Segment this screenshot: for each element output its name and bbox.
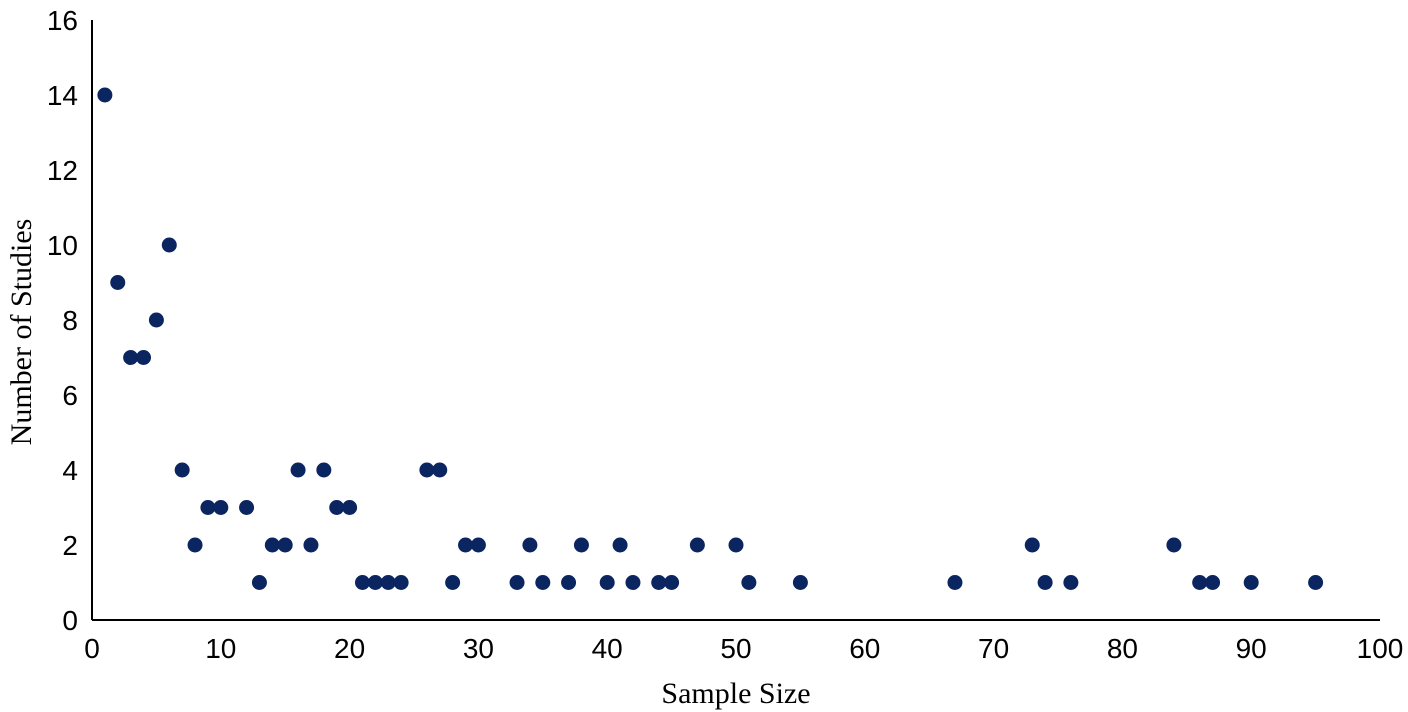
x-axis-ticks: 0 10 20 30 40 50 60 70 80 90 100 xyxy=(84,633,1403,664)
y-tick-label: 6 xyxy=(62,380,78,411)
y-tick-label: 8 xyxy=(62,305,78,336)
y-axis-ticks: 0 2 4 6 8 10 12 14 16 xyxy=(47,5,78,636)
data-point xyxy=(561,575,577,590)
data-point xyxy=(161,237,177,253)
data-point xyxy=(599,575,615,590)
data-point xyxy=(1192,575,1208,590)
data-point xyxy=(1243,575,1259,590)
data-point xyxy=(290,462,306,478)
x-tick-label: 60 xyxy=(849,633,880,664)
data-point xyxy=(1024,537,1040,553)
data-point xyxy=(97,87,113,103)
data-point xyxy=(213,500,229,515)
y-axis-title: Number of Studies xyxy=(5,219,38,446)
data-point xyxy=(458,537,474,553)
data-points xyxy=(97,87,1324,590)
x-tick-label: 70 xyxy=(978,633,1009,664)
data-point xyxy=(251,575,267,590)
data-point xyxy=(509,575,525,590)
x-tick-label: 100 xyxy=(1357,633,1404,664)
data-point xyxy=(380,575,396,590)
data-point xyxy=(573,537,589,553)
x-tick-label: 90 xyxy=(1236,633,1267,664)
data-point xyxy=(316,462,332,478)
data-point xyxy=(1037,575,1053,590)
data-point xyxy=(535,575,551,590)
data-point xyxy=(136,350,152,365)
data-point xyxy=(264,537,280,553)
data-point xyxy=(239,500,255,515)
x-tick-label: 50 xyxy=(720,633,751,664)
y-tick-label: 12 xyxy=(47,155,78,186)
data-point xyxy=(342,500,358,515)
data-point xyxy=(329,500,345,515)
data-point xyxy=(792,575,808,590)
data-point xyxy=(445,575,461,590)
y-tick-label: 0 xyxy=(62,605,78,636)
data-point xyxy=(123,350,139,365)
data-point xyxy=(947,575,963,590)
x-tick-label: 20 xyxy=(334,633,365,664)
y-tick-label: 16 xyxy=(47,5,78,36)
data-point xyxy=(393,575,409,590)
y-tick-label: 4 xyxy=(62,455,78,486)
x-tick-label: 40 xyxy=(592,633,623,664)
x-axis-title: Sample Size xyxy=(661,677,810,710)
data-point xyxy=(110,275,126,290)
data-point xyxy=(728,537,744,553)
data-point xyxy=(522,537,538,553)
data-point xyxy=(1166,537,1182,553)
data-point xyxy=(200,500,216,515)
data-point xyxy=(432,462,448,478)
data-point xyxy=(354,575,370,590)
data-point xyxy=(303,537,319,553)
data-point xyxy=(741,575,757,590)
x-tick-label: 80 xyxy=(1107,633,1138,664)
data-point xyxy=(1308,575,1324,590)
data-point xyxy=(174,462,190,478)
data-point xyxy=(470,537,486,553)
y-tick-label: 2 xyxy=(62,530,78,561)
x-tick-label: 10 xyxy=(205,633,236,664)
x-tick-label: 0 xyxy=(84,633,100,664)
y-tick-label: 10 xyxy=(47,230,78,261)
data-point xyxy=(1063,575,1079,590)
data-point xyxy=(664,575,680,590)
data-point xyxy=(277,537,293,553)
data-point xyxy=(1205,575,1221,590)
x-tick-label: 30 xyxy=(463,633,494,664)
data-point xyxy=(689,537,705,553)
y-tick-label: 14 xyxy=(47,80,78,111)
data-point xyxy=(367,575,383,590)
data-point xyxy=(148,312,164,328)
data-point xyxy=(187,537,203,553)
data-point xyxy=(419,462,435,478)
data-point xyxy=(625,575,641,590)
data-point xyxy=(612,537,628,553)
data-point xyxy=(651,575,667,590)
